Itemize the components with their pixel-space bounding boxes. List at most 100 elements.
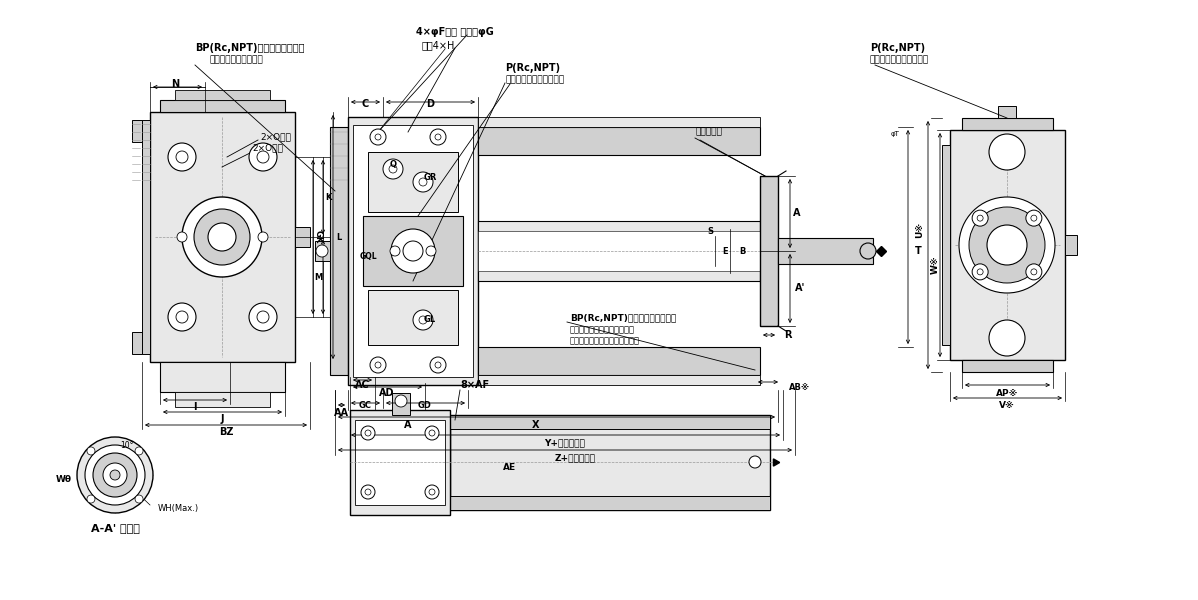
Text: AC: AC <box>355 380 369 390</box>
Circle shape <box>182 197 262 277</box>
Circle shape <box>413 172 432 192</box>
Text: 2×O通し: 2×O通し <box>260 133 291 142</box>
Bar <box>450 415 770 429</box>
Text: 呼吸穴付プラグ栓となります）: 呼吸穴付プラグ栓となります） <box>570 337 640 346</box>
Text: T: T <box>914 246 921 256</box>
Text: P(Rc,NPT): P(Rc,NPT) <box>870 43 925 53</box>
Text: I: I <box>193 402 196 412</box>
Circle shape <box>1030 215 1037 221</box>
Circle shape <box>365 489 371 495</box>
Text: L: L <box>337 232 341 241</box>
Text: U※: U※ <box>915 222 925 238</box>
Bar <box>363 216 462 286</box>
Text: E: E <box>722 247 728 256</box>
Text: GL: GL <box>424 316 436 325</box>
Bar <box>950 130 1065 360</box>
Circle shape <box>960 197 1055 293</box>
Text: A: A <box>793 208 800 218</box>
Bar <box>150 112 295 362</box>
Bar <box>132 332 143 354</box>
Circle shape <box>361 426 375 440</box>
Circle shape <box>972 264 988 280</box>
Circle shape <box>395 395 407 407</box>
Circle shape <box>435 134 441 140</box>
Circle shape <box>1030 269 1037 275</box>
Text: 後プレート: 後プレート <box>695 127 722 136</box>
Text: 加圧状態でロック開放: 加圧状態でロック開放 <box>210 55 264 64</box>
Circle shape <box>430 357 446 373</box>
Text: BP(Rc,NPT)加圧ロック用ポート: BP(Rc,NPT)加圧ロック用ポート <box>570 313 676 323</box>
Bar <box>478 231 760 271</box>
Text: Q: Q <box>389 160 397 169</box>
Text: P(Rc,NPT): P(Rc,NPT) <box>506 63 561 73</box>
Circle shape <box>194 209 250 265</box>
Circle shape <box>969 207 1045 283</box>
Circle shape <box>103 463 127 487</box>
Bar <box>1065 235 1077 255</box>
Circle shape <box>429 430 435 436</box>
Circle shape <box>258 151 270 163</box>
Text: A-A' 矢視図: A-A' 矢視図 <box>91 523 139 533</box>
Bar <box>478 347 760 375</box>
Text: GR: GR <box>423 173 437 181</box>
Text: GK: GK <box>314 230 322 244</box>
Text: R: R <box>785 330 792 340</box>
Bar <box>450 496 770 510</box>
Circle shape <box>176 311 188 323</box>
Bar <box>392 393 410 415</box>
Circle shape <box>413 310 432 330</box>
Circle shape <box>375 134 381 140</box>
Circle shape <box>419 316 426 324</box>
Bar <box>175 392 270 407</box>
Circle shape <box>316 245 328 257</box>
Text: AP※: AP※ <box>996 389 1018 397</box>
Bar <box>175 90 270 100</box>
Bar <box>962 118 1053 130</box>
Bar <box>350 410 450 515</box>
Text: ヘッド側シリンダポート: ヘッド側シリンダポート <box>870 55 930 64</box>
Circle shape <box>93 453 137 497</box>
Text: A: A <box>404 420 412 430</box>
Text: Z+ストローク: Z+ストローク <box>555 454 595 463</box>
Text: J: J <box>220 414 224 424</box>
Text: GQL: GQL <box>359 251 377 260</box>
Text: （スプリングロックの場合は: （スプリングロックの場合は <box>570 325 635 335</box>
Text: D: D <box>426 99 434 109</box>
Text: A': A' <box>794 283 805 293</box>
Text: W※: W※ <box>931 256 939 274</box>
Text: BP(Rc,NPT)ロック開放ポート: BP(Rc,NPT)ロック開放ポート <box>195 43 304 53</box>
Text: AD: AD <box>380 388 395 398</box>
Bar <box>329 127 347 375</box>
Bar <box>962 360 1053 372</box>
Text: 10°: 10° <box>120 440 134 449</box>
Bar <box>478 127 760 155</box>
Circle shape <box>435 362 441 368</box>
Bar <box>368 152 458 212</box>
Circle shape <box>990 320 1025 356</box>
Text: BZ: BZ <box>219 427 234 437</box>
Bar <box>478 117 760 127</box>
Circle shape <box>249 303 277 331</box>
Circle shape <box>403 241 423 261</box>
Circle shape <box>87 495 95 503</box>
Circle shape <box>370 357 386 373</box>
Circle shape <box>85 445 145 505</box>
Bar <box>778 238 873 264</box>
Bar <box>132 120 143 142</box>
Text: M: M <box>314 272 322 281</box>
Circle shape <box>987 225 1027 265</box>
Circle shape <box>87 447 95 455</box>
Circle shape <box>375 362 381 368</box>
Text: S: S <box>707 226 713 235</box>
Text: K: K <box>325 193 331 202</box>
Circle shape <box>258 311 270 323</box>
Text: GD: GD <box>418 401 432 409</box>
Circle shape <box>429 489 435 495</box>
Text: WH(Max.): WH(Max.) <box>158 503 199 512</box>
Bar <box>315 241 329 261</box>
Text: φT: φT <box>890 131 900 137</box>
Circle shape <box>749 456 761 468</box>
Circle shape <box>249 143 277 171</box>
Text: B: B <box>739 247 745 256</box>
Text: AB※: AB※ <box>789 383 811 391</box>
